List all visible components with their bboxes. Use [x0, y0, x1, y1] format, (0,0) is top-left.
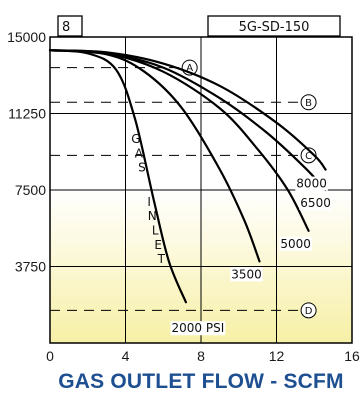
curve-2000-psi: [48, 49, 187, 304]
curve-label-2000-psi: 2000 PSI: [172, 321, 225, 335]
curve-label-bg: [295, 176, 328, 191]
x-axis-title: GAS OUTLET FLOW - SCFM: [58, 370, 344, 393]
annotation-letter: G: [131, 132, 140, 146]
reference-label-D: D: [305, 306, 313, 317]
tick-labels: 0 4 8 12 16 3750 7500 11250 15000: [7, 29, 360, 364]
reference-label-B: B: [305, 98, 312, 109]
curve-label-8000: 8000: [296, 177, 327, 191]
id-box: [57, 15, 83, 37]
reference-marker-C: [300, 147, 317, 164]
plot-frame: [49, 36, 353, 344]
curve-label-bg: [230, 267, 263, 282]
curves: [48, 49, 327, 304]
curve-label-bg: [299, 196, 332, 210]
x-tick-label: 8: [197, 348, 205, 364]
reference-label-A: A: [186, 63, 193, 74]
y-tick-label: 7500: [15, 182, 46, 198]
curve-label-6500: 6500: [300, 196, 331, 210]
model-label: 5G-SD-150: [239, 20, 310, 35]
curve-label-5000: 5000: [280, 237, 311, 251]
x-tick-label: 4: [122, 348, 130, 364]
y-tick-label: 3750: [15, 259, 46, 275]
annotation-letter: E: [154, 238, 162, 252]
curve-labels: 2000 PSI 3500 5000 6500 8000: [170, 176, 332, 336]
annotation-letter: S: [138, 161, 146, 175]
curve-label-3500: 3500: [231, 267, 262, 281]
model-box: [207, 15, 341, 37]
curve-label-bg: [279, 236, 312, 251]
curve-label-bg: [170, 321, 226, 336]
annotation-letter: L: [152, 223, 159, 237]
id-label: 8: [62, 20, 70, 35]
reference-marker-D: [300, 302, 317, 319]
annotation-letter: A: [135, 146, 144, 160]
reference-label-C: C: [305, 151, 312, 162]
y-tick-label: 11250: [8, 106, 46, 122]
y-tick-label: 15000: [7, 29, 46, 45]
x-tick-label: 0: [46, 348, 54, 364]
x-tick-label: 16: [344, 348, 360, 364]
curve-8000: [48, 49, 327, 171]
x-tick-label: 12: [269, 348, 285, 364]
reference-marker-B: [300, 94, 317, 111]
annotation-letter: T: [157, 252, 166, 266]
annotation-letter: N: [148, 209, 157, 223]
annotation-letter: I: [147, 195, 151, 209]
